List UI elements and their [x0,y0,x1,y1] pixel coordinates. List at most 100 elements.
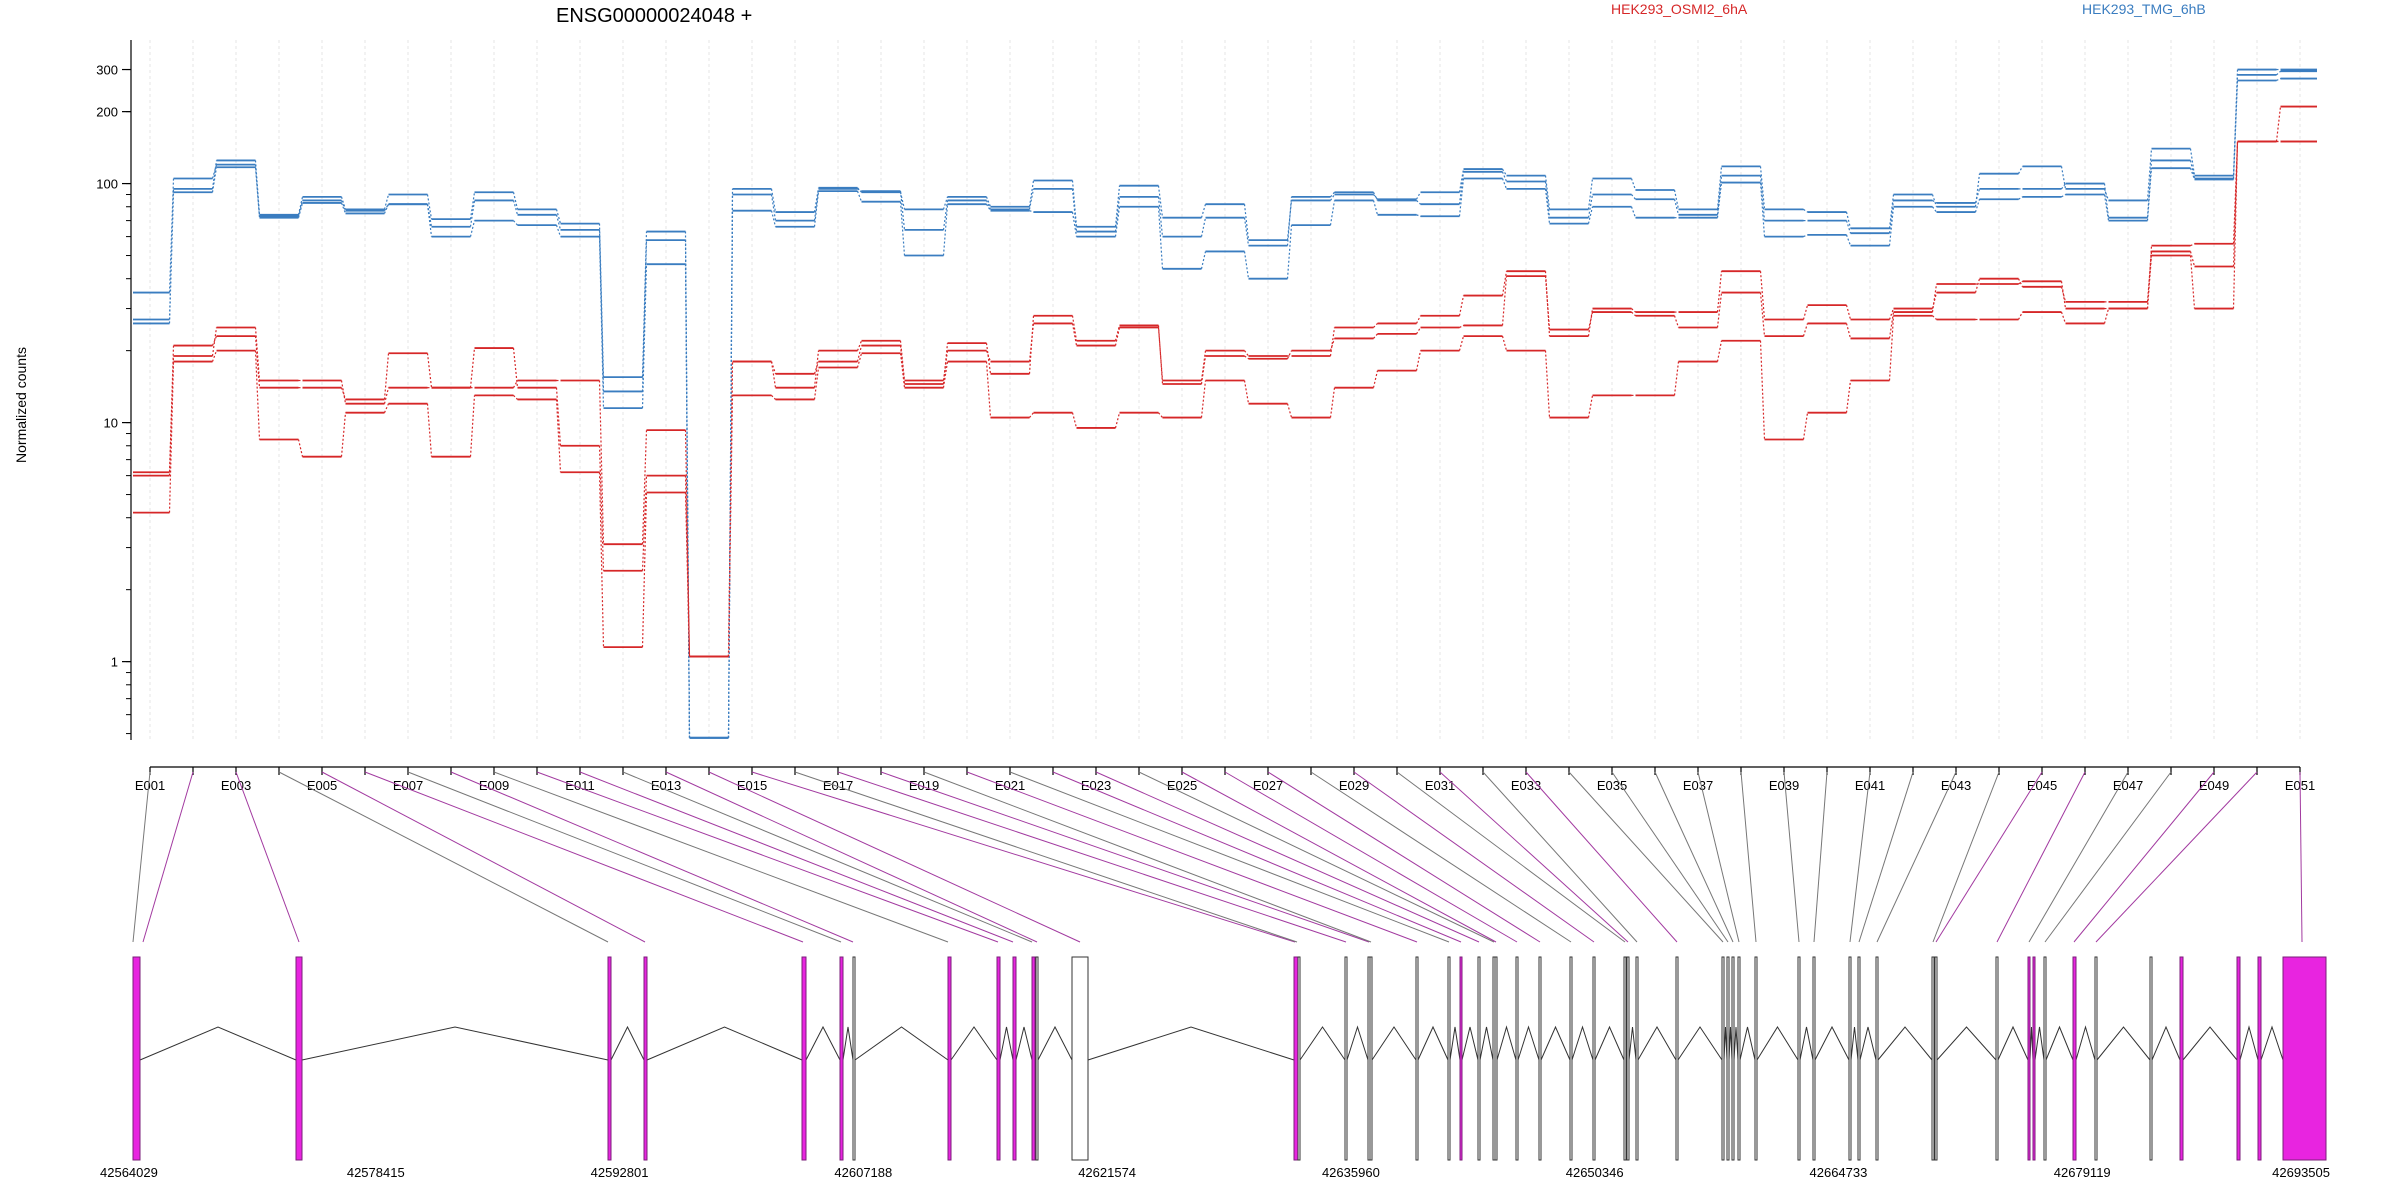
series-connector [2103,308,2110,324]
series-connector [727,395,734,657]
series-connector [1330,194,1335,201]
exon-connector [1439,771,1629,943]
series-connector [598,236,605,409]
series-connector [297,439,304,457]
exon-box [1934,956,1938,1161]
intron-line [1346,1025,1369,1061]
series-connector [1286,225,1293,279]
exon-connector [278,771,609,943]
series-connector [1587,308,1594,337]
exon-box [2027,956,2031,1161]
series-connector [2103,183,2110,218]
exon-box [1459,956,1463,1161]
y-tick-label: 10 [104,416,118,431]
series-connector [2146,148,2153,201]
series-connector [856,340,863,351]
exon-box [1726,956,1730,1161]
exon-box [643,956,648,1161]
exon-connector [1052,771,1462,943]
series-connector [1932,199,1937,204]
exon-box [2072,956,2077,1161]
exon-connector [321,771,646,943]
series-connector [340,412,347,457]
intron-line [1571,1025,1594,1061]
series-connector [1544,271,1551,337]
exon-box [1538,956,1542,1161]
exon-connector [235,771,300,943]
series-connector [2146,168,2153,221]
exon-box [295,956,303,1161]
series-connector [1415,191,1422,200]
exon-connector [493,771,949,943]
exon-box [852,956,856,1161]
series-connector [985,343,992,374]
series-connector [985,196,992,207]
intron-line [2239,1025,2259,1061]
x-tick-label: E025 [1167,778,1197,793]
series-connector [770,210,777,227]
series-connector [1974,188,1981,204]
series-connector [770,361,777,375]
series-connector [1802,412,1809,440]
chart-title: ENSG00000024048 + [556,5,752,27]
intron-line [646,1026,803,1061]
series-connector [1673,189,1680,210]
y-tick-label: 100 [96,177,118,192]
genomic-tick-label: 42650346 [1566,1165,1624,1180]
intron-line [1540,1025,1571,1061]
series-connector [555,214,562,231]
exon-connector [665,771,1038,943]
y-axis-label: Normalized counts [13,347,29,463]
series-connector [1587,311,1594,330]
series-connector [1501,171,1508,182]
series-connector [340,202,347,214]
exon-connector [1568,771,1724,943]
exon-connector [708,771,1081,943]
series-connector [1716,166,1723,210]
exon-box [1012,956,1017,1161]
series-connector [1071,412,1078,429]
series-connector [512,200,519,215]
exon-box [1447,956,1451,1161]
series-connector [942,343,949,385]
intron-line [1479,1026,1494,1061]
series-connector [1243,251,1250,279]
series-connector [2061,193,2066,198]
intron-line [1859,1026,1877,1061]
series-connector [1587,178,1594,210]
series-connector [254,164,261,217]
intron-line [1756,1026,1799,1061]
intron-line [1417,1025,1449,1061]
series-connector [985,200,992,210]
exon-connector [1996,771,2086,943]
series-connector [2103,194,2110,221]
x-tick-label: E023 [1081,778,1111,793]
legend-entry-tmg: HEK293_TMG_6hB [2082,1,2206,17]
series-connector [2018,280,2023,285]
series-connector [1759,182,1766,237]
series-connector [254,327,261,381]
series-connector [1458,171,1465,205]
exon-connector [1813,771,1828,943]
series-connector [2017,311,2024,320]
exon-box [1293,956,1299,1161]
series-connector [1759,166,1766,210]
series-connector [1673,199,1680,215]
series-connector [1845,380,1852,413]
series-connector [2060,311,2067,324]
series-connector [684,492,691,657]
series-connector [2275,106,2282,142]
exon-box [1494,956,1498,1161]
series-connector [2189,255,2196,309]
series-connector [512,192,519,210]
exon-connector [794,771,1298,943]
x-tick-label: E031 [1425,778,1455,793]
series-connector [1630,178,1637,191]
exon-box [1635,956,1639,1161]
series-connector [1888,311,1895,339]
genomic-tick-label: 42635960 [1322,1165,1380,1180]
series-connector [512,348,519,388]
exon-connector [1396,771,1626,943]
intron-line [301,1026,609,1061]
series-connector [211,160,218,189]
